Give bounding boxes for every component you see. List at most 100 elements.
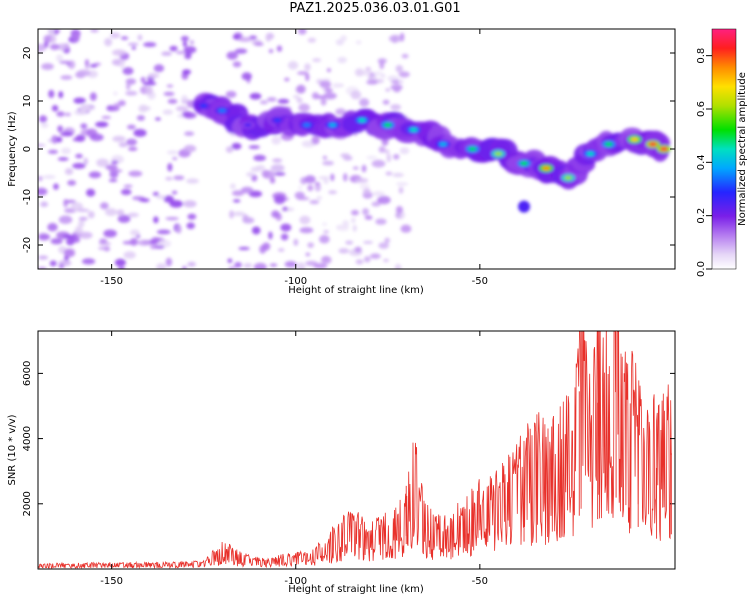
heatmap-noise-cell xyxy=(61,147,71,155)
heatmap-noise-cell xyxy=(182,69,192,75)
heatmap-noise-cell xyxy=(313,263,328,269)
heatmap-noise-cell xyxy=(75,153,83,159)
heatmap-noise-cell xyxy=(322,155,328,160)
heatmap-noise-cell xyxy=(127,212,139,218)
heatmap-noise-cell xyxy=(167,98,178,104)
heatmap-noise-cell xyxy=(156,195,166,200)
heatmap-noise-cell xyxy=(280,223,292,232)
heatmap-noise-cell xyxy=(74,226,83,235)
heatmap-noise-cell xyxy=(60,75,73,80)
heatmap-noise-cell xyxy=(312,58,322,63)
heatmap-noise-cell xyxy=(165,257,173,267)
heatmap-noise-cell xyxy=(401,53,409,59)
heatmap-noise-cell xyxy=(362,208,369,216)
heatmap-noise-cell xyxy=(384,149,390,154)
heatmap-noise-cell xyxy=(385,171,393,176)
heatmap-y-axis-label: Frequency (Hz) xyxy=(7,111,18,187)
heatmap-noise-cell xyxy=(345,240,354,245)
heatmap-ridge-peak xyxy=(542,166,551,171)
heatmap-noise-cell xyxy=(51,105,59,112)
heatmap-x-tick-label: -150 xyxy=(100,276,123,287)
heatmap-noise-cell xyxy=(39,115,48,123)
heatmap-noise-cell xyxy=(363,256,371,263)
heatmap-noise-cell xyxy=(112,49,126,56)
heatmap-noise-cell xyxy=(58,91,64,99)
heatmap-noise-cell xyxy=(133,128,147,137)
heatmap-noise-cell xyxy=(227,258,233,264)
snr-y-tick-label: 2000 xyxy=(22,491,33,516)
heatmap-noise-cell xyxy=(47,149,59,154)
heatmap-ridge-peak xyxy=(302,123,311,127)
heatmap-noise-cell xyxy=(294,191,305,200)
heatmap-noise-cell xyxy=(109,169,123,173)
heatmap-noise-cell xyxy=(165,216,179,221)
heatmap-noise-cell xyxy=(269,177,276,184)
heatmap-noise-cell xyxy=(359,98,370,107)
heatmap-ridge-peak xyxy=(199,103,208,108)
heatmap-noise-cell xyxy=(238,36,252,43)
heatmap-noise-cell xyxy=(233,211,246,217)
heatmap-noise-cell xyxy=(311,92,320,100)
heatmap-noise-cell xyxy=(104,37,113,47)
heatmap-noise-cell xyxy=(320,97,327,106)
heatmap-noise-cell xyxy=(387,75,399,82)
heatmap-noise-cell xyxy=(156,263,167,269)
heatmap-layer xyxy=(38,29,671,269)
heatmap-noise-cell xyxy=(125,82,131,91)
heatmap-noise-cell xyxy=(64,199,77,204)
heatmap-noise-cell xyxy=(361,164,367,173)
colorbar-tick-label: 0.0 xyxy=(696,261,707,277)
heatmap-noise-cell xyxy=(307,242,314,248)
heatmap-noise-cell xyxy=(304,175,316,184)
heatmap-noise-cell xyxy=(118,142,128,148)
heatmap-noise-cell xyxy=(126,124,136,130)
heatmap-noise-cell xyxy=(265,34,272,42)
heatmap-noise-cell xyxy=(122,67,134,75)
heatmap-noise-cell xyxy=(316,195,322,201)
heatmap-noise-cell xyxy=(141,198,150,203)
heatmap-noise-cell xyxy=(355,40,362,45)
heatmap-noise-cell xyxy=(84,59,90,67)
heatmap-noise-cell xyxy=(268,231,273,240)
heatmap-noise-cell xyxy=(127,146,138,151)
heatmap-noise-cell xyxy=(284,261,297,268)
snr-series-line xyxy=(38,331,672,569)
heatmap-noise-cell xyxy=(106,106,120,112)
heatmap-noise-cell xyxy=(145,86,153,95)
heatmap-noise-cell xyxy=(153,216,159,224)
heatmap-noise-cell xyxy=(299,227,314,234)
heatmap-noise-cell xyxy=(373,71,383,77)
heatmap-noise-cell xyxy=(323,178,329,185)
heatmap-noise-cell xyxy=(254,42,264,47)
heatmap-y-tick-label: 0 xyxy=(22,146,33,152)
heatmap-ridge-peak xyxy=(243,123,252,127)
heatmap-noise-cell xyxy=(398,186,404,194)
heatmap-noise-cell xyxy=(112,135,126,143)
heatmap-noise-cell xyxy=(382,99,390,105)
heatmap-noise-cell xyxy=(241,186,254,194)
heatmap-noise-cell xyxy=(183,144,197,153)
heatmap-noise-cell xyxy=(296,262,306,269)
heatmap-noise-cell xyxy=(147,72,160,79)
heatmap-noise-cell xyxy=(392,35,397,44)
heatmap-noise-cell xyxy=(307,37,317,43)
heatmap-noise-cell xyxy=(73,97,86,104)
heatmap-noise-cell xyxy=(105,164,118,171)
heatmap-noise-cell xyxy=(395,182,409,186)
heatmap-noise-cell xyxy=(298,185,303,190)
heatmap-noise-cell xyxy=(394,263,402,269)
heatmap-ridge-peak xyxy=(648,142,657,147)
heatmap-noise-cell xyxy=(259,100,269,105)
heatmap-noise-cell xyxy=(89,133,104,142)
heatmap-noise-cell xyxy=(326,68,331,73)
heatmap-noise-cell xyxy=(72,137,82,142)
heatmap-noise-cell xyxy=(64,112,71,117)
heatmap-ridge-peak xyxy=(604,142,613,147)
heatmap-noise-cell xyxy=(169,45,178,52)
snr-x-tick-label: -150 xyxy=(100,576,123,587)
heatmap-noise-cell xyxy=(276,45,283,52)
heatmap-noise-cell xyxy=(261,169,270,178)
heatmap-noise-cell xyxy=(99,238,108,244)
heatmap-noise-cell xyxy=(248,145,260,150)
